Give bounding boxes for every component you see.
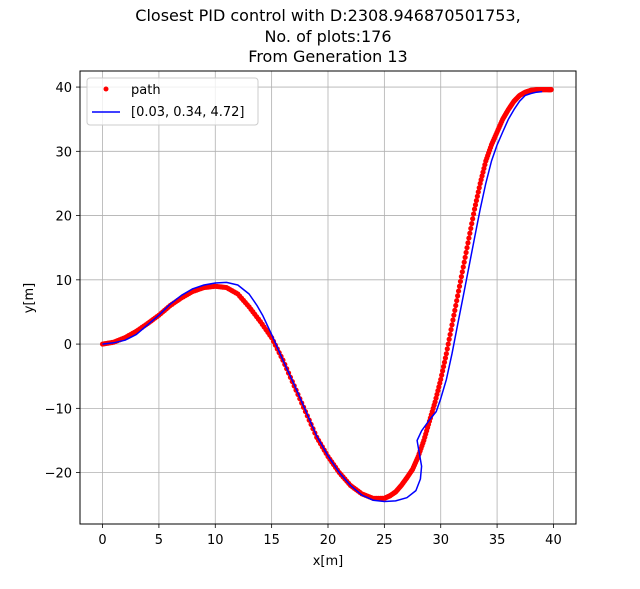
x-tick-label: 0 [98, 533, 106, 548]
y-tick-label: 30 [55, 145, 72, 160]
x-axis-label: x[m] [313, 554, 344, 569]
y-tick-label: 10 [55, 274, 72, 289]
legend: path [0.03, 0.34, 4.72] [86, 77, 259, 126]
path-point [445, 341, 451, 347]
path-point [476, 185, 482, 191]
x-tick-label: 30 [432, 533, 449, 548]
path-point [470, 216, 476, 222]
x-tick-label: 15 [263, 533, 280, 548]
path-point [440, 368, 446, 374]
path-point [441, 359, 448, 365]
path-point [459, 269, 465, 275]
path-point [469, 221, 475, 227]
path-point [448, 327, 454, 333]
path-point [463, 249, 469, 256]
path-point [458, 274, 464, 280]
legend-label-pid: [0.03, 0.34, 4.72] [131, 105, 245, 120]
axis-ticks: 0 5 10 15 20 25 30 35 40 −20 −10 0 10 20 30 40 [45, 81, 562, 548]
title-line-1: Closest PID control with D:2308.94687050… [135, 6, 520, 25]
title-line-2: No. of plots:176 [264, 27, 391, 46]
path-point [444, 346, 450, 352]
path-point [466, 235, 472, 241]
path-point [453, 302, 459, 309]
path-point [455, 288, 462, 294]
path-point [472, 202, 479, 208]
grid [80, 71, 576, 524]
series-pid-line [102, 90, 543, 503]
path-point [468, 225, 474, 232]
legend-box [86, 77, 259, 126]
path-point [462, 254, 468, 260]
path-point [474, 193, 480, 199]
path-point [471, 211, 477, 217]
path-point [465, 240, 471, 246]
y-tick-label: 0 [64, 338, 72, 353]
title-line-3: From Generation 13 [248, 47, 407, 66]
path-point [443, 351, 449, 357]
path-point [454, 298, 460, 304]
path-point [467, 230, 473, 236]
y-tick-label: −20 [45, 467, 72, 482]
path-point [460, 264, 466, 270]
path-point [457, 278, 464, 285]
path-point [442, 355, 449, 361]
path-point [471, 206, 478, 212]
path-point [461, 259, 467, 265]
path-point [475, 189, 481, 195]
path-point [447, 331, 453, 338]
path-point [464, 245, 470, 251]
y-axis-label: y[m] [22, 283, 37, 314]
y-tick-label: −10 [45, 402, 72, 417]
x-tick-label: 40 [545, 533, 562, 548]
path-point [450, 317, 456, 323]
x-tick-label: 25 [376, 533, 393, 548]
series-path [99, 87, 554, 501]
path-point [452, 307, 458, 313]
legend-label-path: path [131, 83, 161, 98]
plot-series [99, 87, 554, 503]
path-point [440, 363, 447, 370]
path-point [455, 293, 461, 299]
path-point [438, 376, 444, 383]
path-point [439, 372, 445, 378]
path-point [473, 197, 480, 204]
path-point [456, 283, 463, 289]
path-point [451, 312, 457, 318]
path-point [449, 322, 455, 328]
x-tick-label: 20 [320, 533, 337, 548]
path-point [446, 336, 452, 342]
x-tick-label: 10 [207, 533, 224, 548]
path-point [548, 87, 554, 93]
chart-title: Closest PID control with D:2308.94687050… [135, 6, 520, 66]
legend-marker-path [103, 86, 109, 92]
y-tick-label: 20 [55, 210, 72, 225]
x-tick-label: 5 [155, 533, 163, 548]
y-tick-label: 40 [55, 81, 72, 96]
x-tick-label: 35 [489, 533, 506, 548]
